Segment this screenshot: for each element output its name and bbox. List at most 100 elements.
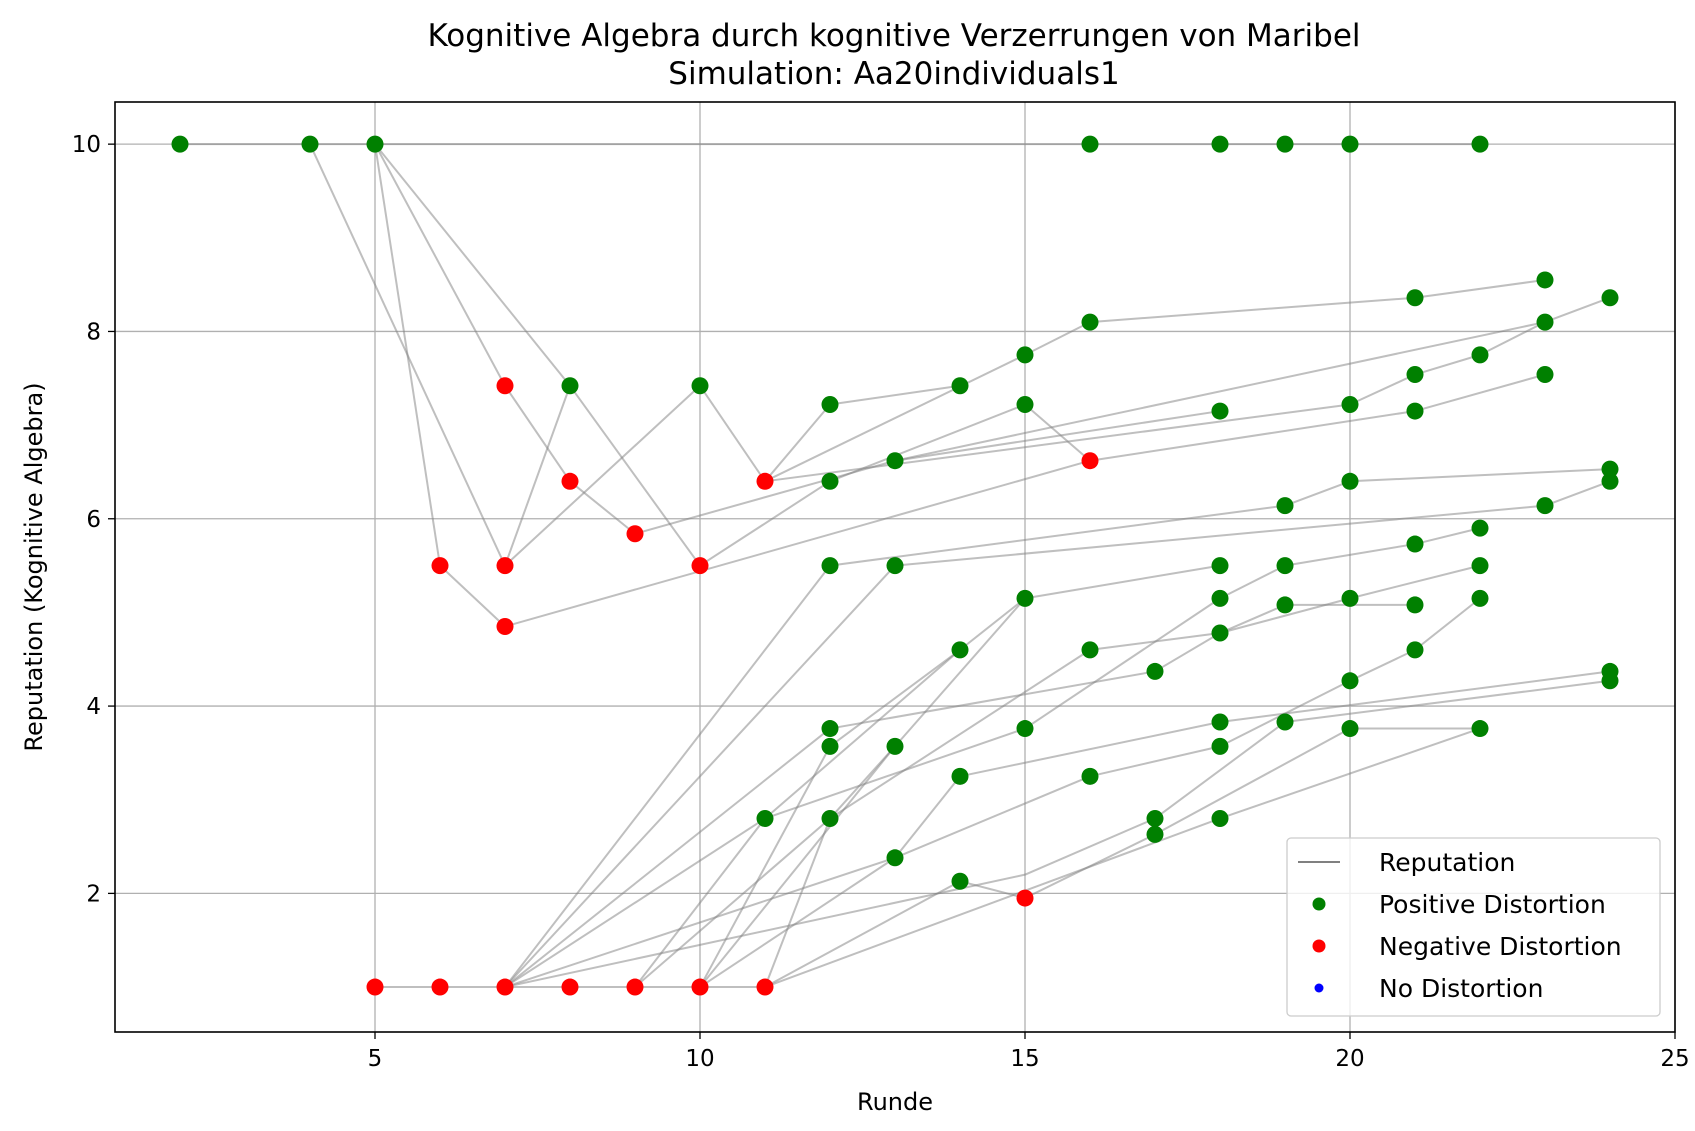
reputation-segment bbox=[504, 385, 571, 566]
positive-distortion-point bbox=[886, 849, 904, 867]
positive-distortion-point bbox=[1211, 557, 1229, 575]
positive-distortion-point bbox=[1276, 596, 1294, 614]
positive-distortion-point bbox=[1016, 720, 1034, 738]
positive-distortion-point bbox=[1406, 641, 1424, 659]
negative-distortion-point bbox=[756, 472, 774, 490]
reputation-segment bbox=[504, 856, 896, 988]
reputation-segment bbox=[829, 649, 961, 748]
reputation-segment bbox=[1544, 296, 1611, 324]
x-tick-label: 25 bbox=[1660, 1046, 1689, 1072]
reputation-segment bbox=[1414, 353, 1481, 376]
y-tick-label: 10 bbox=[72, 132, 101, 158]
reputation-segment bbox=[1154, 721, 1286, 820]
positive-distortion-point bbox=[1081, 641, 1099, 659]
positive-distortion-point bbox=[1146, 825, 1164, 843]
negative-distortion-point bbox=[691, 557, 709, 575]
reputation-segment bbox=[1154, 727, 1351, 836]
positive-distortion-point bbox=[1211, 737, 1229, 755]
positive-distortion-point bbox=[1276, 135, 1294, 153]
reputation-segment bbox=[504, 385, 571, 482]
reputation-segment bbox=[699, 745, 831, 988]
positive-distortion-point bbox=[1471, 519, 1489, 537]
positive-distortion-point bbox=[756, 809, 774, 827]
reputation-segment bbox=[764, 403, 1351, 483]
reputation-segment bbox=[1349, 564, 1481, 600]
negative-distortion-point bbox=[1016, 889, 1034, 907]
positive-distortion-point bbox=[1081, 313, 1099, 331]
positive-distortion-point bbox=[886, 557, 904, 575]
reputation-segment bbox=[1284, 543, 1416, 567]
reputation-segment bbox=[699, 385, 766, 482]
positive-distortion-point bbox=[1471, 557, 1489, 575]
reputation-segment bbox=[1089, 745, 1221, 778]
reputation-segment bbox=[1284, 679, 1611, 723]
plot-frame bbox=[114, 101, 1676, 1033]
x-tick-label: 15 bbox=[1010, 1046, 1039, 1072]
positive-distortion-point bbox=[821, 557, 839, 575]
reputation-segment bbox=[504, 459, 1091, 628]
negative-distortion-point bbox=[626, 978, 644, 996]
positive-distortion-point bbox=[1406, 596, 1424, 614]
positive-distortion-point bbox=[1601, 289, 1619, 307]
positive-distortion-point bbox=[1406, 402, 1424, 420]
reputation-segment bbox=[764, 353, 1026, 483]
positive-distortion-point bbox=[1341, 720, 1359, 738]
reputation-segment bbox=[829, 670, 1156, 730]
positive-distortion-point bbox=[1146, 662, 1164, 680]
positive-distortion-point bbox=[1341, 135, 1359, 153]
reputation-segment bbox=[1414, 597, 1481, 651]
reputation-segment bbox=[1349, 648, 1416, 682]
legend-label-negative-distortion: Negative Distortion bbox=[1379, 932, 1622, 961]
positive-distortion-point bbox=[1146, 809, 1164, 827]
legend-box bbox=[1286, 837, 1661, 1017]
reputation-segment bbox=[1349, 468, 1611, 483]
positive-distortion-point bbox=[821, 720, 839, 738]
reputation-segment bbox=[894, 504, 1546, 567]
reputation-segment bbox=[569, 385, 701, 567]
reputation-segment bbox=[1024, 564, 1221, 600]
reputation-segment bbox=[894, 321, 1546, 462]
positive-distortion-point bbox=[821, 809, 839, 827]
reputation-segment bbox=[504, 817, 766, 988]
reputation-segment bbox=[894, 597, 1026, 748]
legend-label-no-distortion: No Distortion bbox=[1379, 974, 1543, 1003]
x-tick-label: 10 bbox=[685, 1046, 714, 1072]
positive-distortion-point bbox=[951, 641, 969, 659]
negative-distortion-point bbox=[366, 978, 384, 996]
legend: Reputation Positive Distortion Negative Di… bbox=[1286, 837, 1661, 1017]
positive-distortion-point bbox=[171, 135, 189, 153]
positive-distortion-point bbox=[1341, 589, 1359, 607]
reputation-segment bbox=[894, 775, 961, 859]
y-tick-label: 4 bbox=[86, 694, 101, 720]
reputation-segment bbox=[1414, 278, 1546, 299]
reputation-segment bbox=[1219, 727, 1481, 820]
positive-distortion-point bbox=[1276, 497, 1294, 515]
positive-distortion-point bbox=[1211, 713, 1229, 731]
y-tick-label: 2 bbox=[86, 881, 101, 907]
positive-distortion-point bbox=[1536, 313, 1554, 331]
negative-distortion-point bbox=[431, 557, 449, 575]
reputation-segment bbox=[959, 597, 1026, 651]
reputation-segment bbox=[1219, 564, 1286, 600]
negative-distortion-point bbox=[496, 377, 514, 395]
reputation-segment bbox=[374, 143, 441, 566]
reputation-segment bbox=[959, 721, 1221, 778]
reputation-segment bbox=[1089, 410, 1416, 462]
negative-distortion-point bbox=[496, 617, 514, 635]
reputation-segment bbox=[764, 818, 831, 988]
reputation-segment bbox=[764, 880, 961, 988]
positive-distortion-point bbox=[366, 135, 384, 153]
positive-distortion-point bbox=[1341, 672, 1359, 690]
positive-distortion-point bbox=[1601, 672, 1619, 690]
data-points bbox=[171, 135, 1619, 996]
x-axis-label: Runde bbox=[857, 1088, 933, 1116]
positive-distortion-point bbox=[1016, 589, 1034, 607]
positive-distortion-point bbox=[1536, 366, 1554, 384]
positive-distortion-point bbox=[1601, 460, 1619, 478]
reputation-segment bbox=[1219, 604, 1286, 634]
positive-distortion-point bbox=[1211, 624, 1229, 642]
positive-distortion-point bbox=[886, 452, 904, 470]
negative-distortion-point bbox=[561, 978, 579, 996]
positive-distortion-point bbox=[886, 737, 904, 755]
